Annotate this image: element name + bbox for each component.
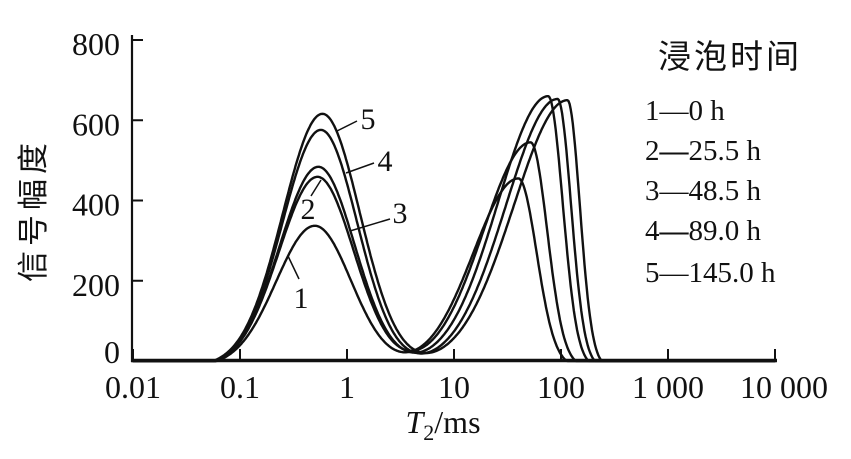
legend-entry-time: 25.5 h (689, 135, 762, 167)
legend: 浸泡时间 1—0 h2—25.5 h3—48.5 h4—89.0 h5—145.… (645, 39, 802, 289)
legend-entry-dash: — (659, 135, 690, 167)
x-tick-label: 10 000 (740, 369, 828, 405)
y-axis-ticks (132, 39, 143, 362)
x-tick-label: 10 (438, 369, 470, 405)
y-tick-label: 0 (104, 334, 120, 370)
legend-entry-4: 4—89.0 h (645, 215, 762, 247)
x-tick-label: 1 (339, 369, 355, 405)
y-tick-label: 600 (72, 106, 120, 142)
legend-entry-num: 1 (645, 95, 660, 127)
x-axis-title: T2/ms (405, 404, 480, 445)
legend-entry-2: 2—25.5 h (645, 135, 762, 167)
legend-entry-time: 89.0 h (689, 215, 762, 247)
curve-5-leader-line (336, 120, 358, 132)
legend-entry-num: 3 (645, 175, 660, 207)
y-tick-label: 400 (72, 187, 120, 223)
x-axis-title-subscript: 2 (423, 420, 434, 445)
x-tick-label: 1 000 (632, 369, 704, 405)
x-axis: 0.01 0.1 1 10 100 1 000 10 000 T2/ms (105, 349, 828, 445)
x-tick-label: 0.01 (105, 369, 161, 405)
curve-2-number-label: 2 (301, 193, 316, 226)
x-axis-title-unit: /ms (434, 404, 480, 440)
curve-4-number-label: 4 (378, 145, 393, 178)
legend-entries: 1—0 h2—25.5 h3—48.5 h4—89.0 h5—145.0 h (645, 95, 776, 289)
curve-5-number-label: 5 (361, 103, 376, 136)
legend-entry-3: 3—48.5 h (645, 175, 762, 207)
legend-entry-time: 0 h (689, 95, 726, 127)
y-tick-label: 200 (72, 267, 120, 303)
x-tick-label: 0.1 (220, 369, 260, 405)
legend-entry-dash: — (659, 215, 690, 247)
curves (131, 95, 777, 363)
curve-1-leader-line (287, 255, 300, 280)
y-axis-title: 信号幅度 (16, 138, 51, 282)
legend-entry-1: 1—0 h (645, 95, 725, 127)
x-axis-ticks (132, 349, 776, 359)
y-axis-tick-labels: 0 200 400 600 800 (72, 26, 120, 370)
x-axis-tick-labels: 0.01 0.1 1 10 100 1 000 10 000 (105, 369, 828, 405)
y-axis: 0 200 400 600 800 信号幅度 (16, 26, 143, 370)
legend-entry-dash: — (659, 175, 690, 207)
legend-entry-dash: — (659, 257, 690, 289)
legend-title: 浸泡时间 (658, 39, 802, 76)
curve-1-number-label: 1 (294, 282, 309, 315)
legend-entry-dash: — (659, 95, 690, 127)
y-tick-label: 800 (72, 26, 120, 62)
curve-number-annotations: 1 2 345 (287, 103, 408, 315)
legend-entry-num: 5 (645, 257, 660, 289)
curve-5 (131, 99, 777, 363)
legend-entry-time: 48.5 h (689, 175, 762, 207)
legend-entry-5: 5—145.0 h (645, 257, 776, 289)
curve-3-leader-line (349, 218, 391, 232)
legend-entry-num: 2 (645, 135, 660, 167)
curve-2-leader-line (310, 179, 322, 197)
legend-entry-time: 145.0 h (689, 257, 777, 289)
legend-entry-num: 4 (645, 215, 660, 247)
x-tick-label: 100 (537, 369, 585, 405)
curve-3-number-label: 3 (393, 197, 408, 230)
curve-4-leader-line (345, 162, 375, 174)
x-axis-title-symbol: T (405, 404, 425, 440)
